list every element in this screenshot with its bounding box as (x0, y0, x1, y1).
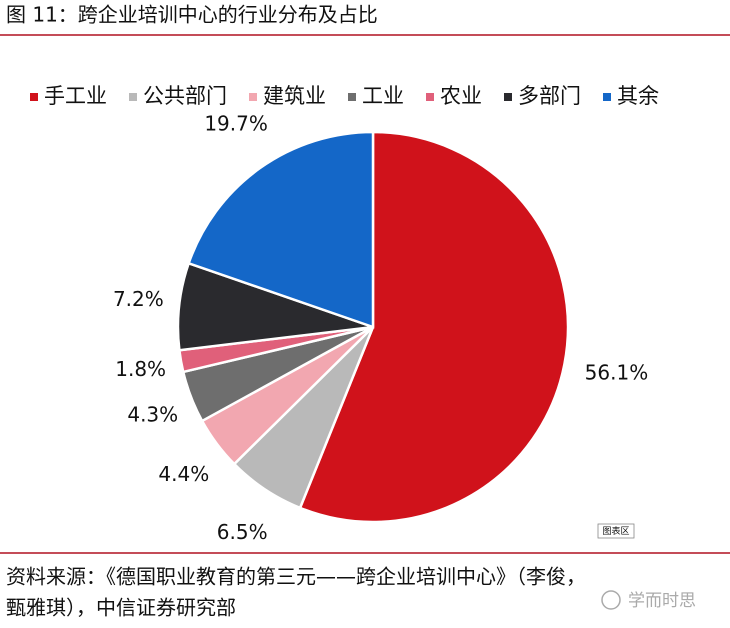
legend-swatch (249, 93, 257, 101)
legend-swatch (30, 93, 38, 101)
pie-slice (298, 130, 570, 524)
legend-label: 农业 (440, 84, 482, 108)
chart-title: 图 11：跨企业培训中心的行业分布及占比 (6, 3, 378, 27)
legend-swatch (426, 93, 434, 101)
data-label: 1.8% (115, 357, 166, 381)
chart-area-label: 图表区 (602, 525, 629, 537)
data-label: 56.1% (585, 361, 649, 385)
chart-area-box (597, 523, 635, 539)
source-line: 甄雅琪），中信证券研究部 (6, 596, 236, 620)
legend-label: 其余 (617, 84, 659, 108)
legend-swatch (603, 93, 611, 101)
data-label: 4.4% (158, 462, 209, 486)
pie-slice (187, 130, 375, 329)
legend-swatch (504, 93, 512, 101)
watermark-icon (601, 590, 621, 610)
data-label: 19.7% (204, 111, 268, 135)
legend-label: 公共部门 (143, 84, 227, 108)
legend-label: 多部门 (518, 84, 581, 108)
legend-label: 手工业 (44, 84, 107, 108)
source-line: 资料来源：《德国职业教育的第三元——跨企业培训中心》（李俊， (6, 565, 586, 589)
data-label: 6.5% (217, 520, 268, 544)
legend-label: 工业 (362, 84, 404, 108)
data-label: 7.2% (113, 287, 164, 311)
legend-swatch (129, 93, 137, 101)
watermark: 学而时思 (628, 591, 696, 611)
legend-swatch (348, 93, 356, 101)
legend-label: 建筑业 (263, 84, 326, 108)
data-label: 4.3% (127, 403, 178, 427)
